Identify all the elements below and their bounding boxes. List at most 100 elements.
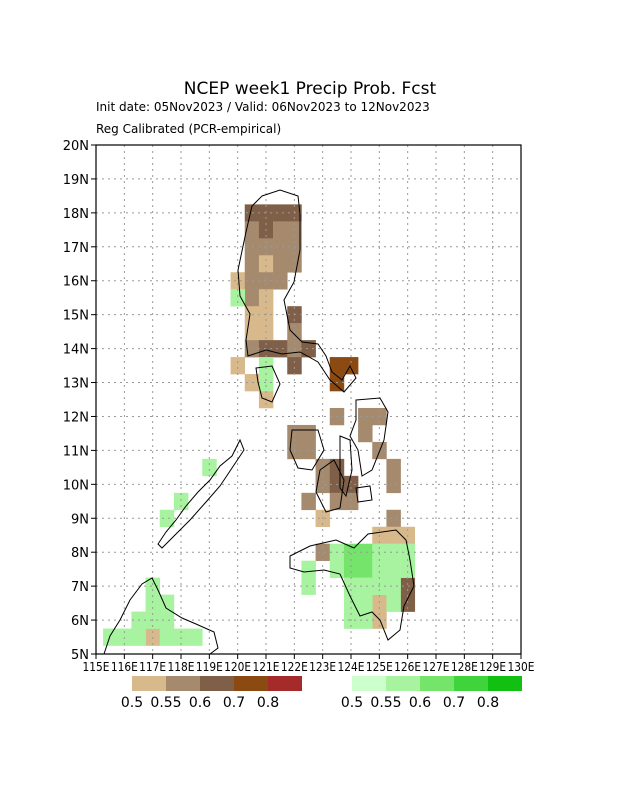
y-tick-label: 16N [63, 275, 89, 290]
x-tick-label: 121E [253, 660, 280, 674]
prob-cell [386, 594, 401, 612]
prob-cell [301, 492, 316, 511]
y-tick-label: 17N [63, 241, 89, 256]
prob-cell [329, 458, 345, 477]
x-tick-label: 126E [394, 660, 421, 674]
prob-cell [244, 238, 260, 256]
coast-panay-negros [289, 429, 345, 513]
prob-cell [400, 594, 416, 612]
legend-swatch [166, 676, 200, 691]
prob-cell [258, 238, 274, 256]
prob-cell [273, 272, 288, 290]
x-tick-label: 124E [338, 660, 365, 674]
prob-cell [230, 357, 246, 375]
prob-cell [258, 272, 274, 290]
prob-cell [301, 577, 316, 595]
prob-cell [159, 509, 175, 528]
prob-cell [273, 204, 288, 222]
prob-cell [244, 221, 260, 239]
prob-cell [159, 594, 175, 612]
prob-cell [358, 560, 373, 578]
y-tick-label: 10N [63, 478, 89, 493]
y-tick-label: 20N [63, 139, 89, 154]
prob-cell [244, 255, 260, 273]
prob-cell [273, 238, 288, 256]
prob-cell [188, 628, 203, 646]
x-tick-label: 116E [111, 660, 138, 674]
legend-label: 0.5 [121, 695, 143, 711]
legend-swatch [488, 676, 522, 691]
legend-swatch [234, 676, 268, 691]
y-tick-label: 19N [63, 173, 89, 188]
prob-cell [258, 255, 274, 273]
prob-cell [343, 594, 359, 612]
method: Reg Calibrated (PCR-empirical) [96, 122, 281, 136]
prob-cell [343, 357, 359, 375]
x-tick-label: 118E [168, 660, 195, 674]
x-tick-label: 115E [83, 660, 110, 674]
coastlines [103, 189, 415, 655]
prob-cell [131, 628, 146, 646]
prob-cell [400, 543, 416, 561]
prob-cell [301, 424, 316, 443]
legend-label: 0.7 [223, 695, 245, 711]
legend-label: 0.6 [189, 695, 211, 711]
prob-cell [358, 407, 373, 426]
prob-cell [301, 560, 316, 578]
x-tick-label: 128E [451, 660, 478, 674]
coast-luzon [237, 189, 357, 393]
prob-cell [329, 560, 345, 578]
prob-cell [372, 560, 387, 578]
prob-cell [145, 577, 161, 595]
prob-cell [258, 357, 274, 375]
prob-cell [287, 357, 302, 375]
prob-cell [386, 543, 401, 561]
axes: 115E 116E 117E 118E 119E 120E 121E 122E 123E 124E… [63, 139, 535, 674]
legend-label: 0.55 [370, 695, 401, 711]
prob-cell [358, 594, 373, 612]
x-tick-label: 129E [479, 660, 506, 674]
y-tick-label: 11N [63, 444, 89, 459]
prob-cell [386, 458, 401, 477]
prob-cell [230, 272, 246, 290]
prob-cell [358, 543, 373, 561]
y-tick-label: 7N [71, 580, 89, 595]
prob-cell [386, 475, 401, 494]
legend-label: 0.8 [477, 695, 499, 711]
y-tick-label: 8N [71, 546, 89, 561]
prob-cell [258, 340, 274, 358]
y-tick-label: 9N [71, 512, 89, 527]
prob-cell [287, 255, 302, 273]
x-tick-label: 130E [508, 660, 535, 674]
prob-cell [230, 289, 246, 307]
legend-label: 0.6 [409, 695, 431, 711]
coast-samar-leyte [349, 397, 389, 477]
legend-label: 0.7 [443, 695, 465, 711]
prob-cell [145, 594, 161, 612]
coast-mindoro [255, 365, 281, 403]
prob-cell [400, 560, 416, 578]
prob-cell [258, 289, 274, 307]
prob-cell [244, 204, 260, 222]
prob-cell [202, 458, 217, 477]
prob-cell [244, 374, 260, 392]
x-tick-label: 127E [423, 660, 450, 674]
x-tick-label: 117E [139, 660, 166, 674]
prob-cell [244, 289, 260, 307]
y-tick-label: 18N [63, 207, 89, 222]
x-tick-label: 120E [224, 660, 251, 674]
title: NCEP week1 Precip Prob. Fcst [184, 79, 437, 99]
grid [96, 145, 521, 654]
prob-cell [358, 577, 373, 595]
y-tick-label: 14N [63, 343, 89, 358]
prob-cell [386, 577, 401, 595]
legend-swatch [454, 676, 488, 691]
prob-cell [315, 475, 331, 494]
prob-cell [315, 543, 331, 561]
x-tick-label: 122E [281, 660, 308, 674]
prob-cell [301, 441, 316, 460]
prob-cell [159, 611, 175, 629]
prob-cell [159, 628, 175, 646]
